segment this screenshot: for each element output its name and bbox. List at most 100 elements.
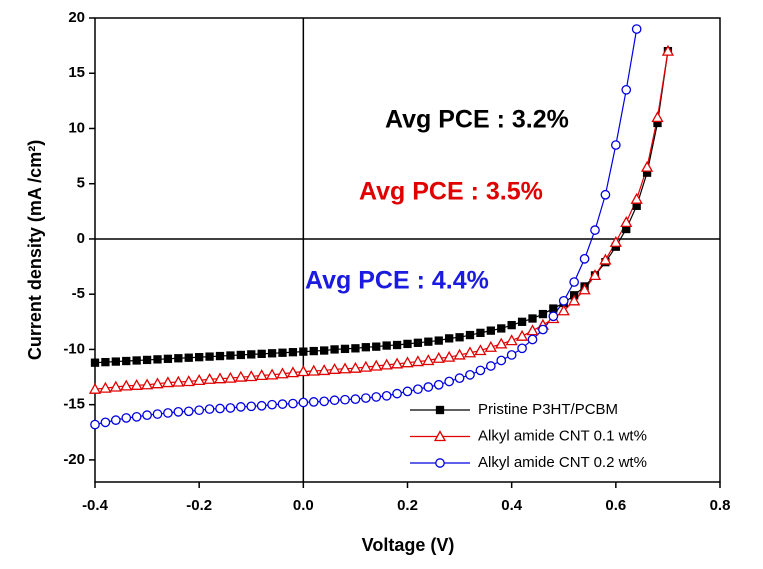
data-point: [276, 367, 289, 379]
data-point: [558, 295, 569, 306]
data-point: [101, 357, 110, 367]
data-point: [235, 402, 246, 412]
data-point: [328, 362, 341, 374]
y-tick-label: 10: [68, 119, 85, 136]
data-point: [455, 333, 464, 342]
data-point: [549, 304, 558, 313]
data-point: [360, 393, 371, 403]
annotation: Avg PCE : 3.2%: [385, 106, 569, 134]
x-tick-label: -0.2: [186, 497, 212, 514]
data-point: [338, 362, 352, 374]
data-point: [318, 364, 331, 376]
legend-marker: [435, 458, 445, 468]
annotation: Avg PCE : 3.5%: [359, 178, 543, 206]
data-point: [110, 415, 121, 425]
data-point: [320, 346, 329, 355]
data-point: [372, 342, 381, 351]
data-point: [286, 366, 300, 378]
data-point: [507, 320, 516, 330]
data-point: [403, 339, 412, 349]
x-tick-label: -0.4: [82, 497, 109, 514]
data-point: [381, 390, 392, 401]
data-point: [590, 225, 600, 235]
data-point: [224, 371, 237, 383]
data-point: [568, 294, 581, 306]
legend-label: Alkyl amide CNT 0.2 wt%: [478, 454, 647, 471]
data-point: [538, 309, 548, 319]
data-point: [236, 350, 245, 360]
data-point: [579, 253, 590, 264]
data-point: [288, 348, 298, 357]
data-point: [434, 336, 443, 345]
data-point: [361, 343, 370, 352]
data-point: [203, 372, 216, 384]
data-point: [256, 400, 267, 411]
data-point: [454, 373, 465, 384]
data-point: [486, 326, 495, 335]
data-point: [433, 379, 444, 390]
data-point: [172, 375, 185, 387]
x-tick-label: 0.0: [293, 497, 314, 514]
data-point: [463, 346, 477, 358]
data-point: [298, 397, 309, 408]
data-point: [371, 392, 382, 402]
data-point: [610, 140, 621, 150]
data-point: [340, 344, 350, 354]
x-tick-label: 0.8: [710, 497, 731, 514]
data-point: [382, 341, 391, 350]
data-point: [548, 311, 559, 322]
data-point: [588, 269, 602, 281]
data-point: [225, 403, 236, 413]
data-point: [121, 413, 132, 423]
data-point: [465, 369, 475, 380]
data-point: [267, 399, 277, 410]
data-point: [163, 408, 173, 418]
data-point: [515, 329, 529, 341]
data-point: [163, 354, 173, 363]
data-point: [402, 386, 413, 397]
data-point: [299, 347, 308, 356]
data-point: [194, 405, 205, 416]
series-line: [94, 51, 669, 390]
legend-marker: [435, 405, 445, 415]
data-point: [329, 395, 340, 406]
data-point: [349, 361, 362, 373]
data-point: [122, 356, 131, 366]
data-point: [350, 394, 361, 404]
data-point: [183, 406, 194, 417]
legend-label: Alkyl amide CNT 0.1 wt%: [478, 427, 647, 444]
data-point: [297, 365, 310, 377]
y-tick-label: 20: [68, 9, 85, 26]
y-axis-label: Current density (mA /cm²): [25, 140, 45, 360]
data-point: [100, 417, 111, 428]
data-point: [88, 382, 102, 394]
data-point: [631, 24, 642, 34]
data-point: [465, 330, 475, 340]
data-point: [267, 349, 277, 358]
data-point: [215, 351, 225, 361]
data-point: [307, 364, 320, 376]
data-point: [496, 355, 507, 366]
data-point: [255, 369, 268, 381]
legend-label: Pristine P3HT/PCBM: [478, 401, 618, 418]
data-point: [319, 396, 330, 407]
data-point: [120, 379, 133, 391]
data-point: [484, 340, 497, 352]
data-point: [392, 388, 402, 399]
data-point: [444, 376, 455, 387]
data-point: [661, 44, 675, 56]
y-tick-label: -5: [72, 285, 85, 302]
data-point: [131, 411, 142, 422]
data-point: [257, 349, 266, 358]
data-point: [474, 344, 487, 356]
data-point: [234, 370, 247, 382]
data-point: [174, 354, 183, 363]
y-tick-label: -20: [63, 451, 85, 468]
data-point: [578, 283, 591, 295]
data-point: [517, 343, 527, 354]
data-point: [109, 380, 122, 392]
data-point: [265, 368, 279, 380]
data-point: [370, 359, 383, 371]
data-point: [505, 334, 518, 346]
